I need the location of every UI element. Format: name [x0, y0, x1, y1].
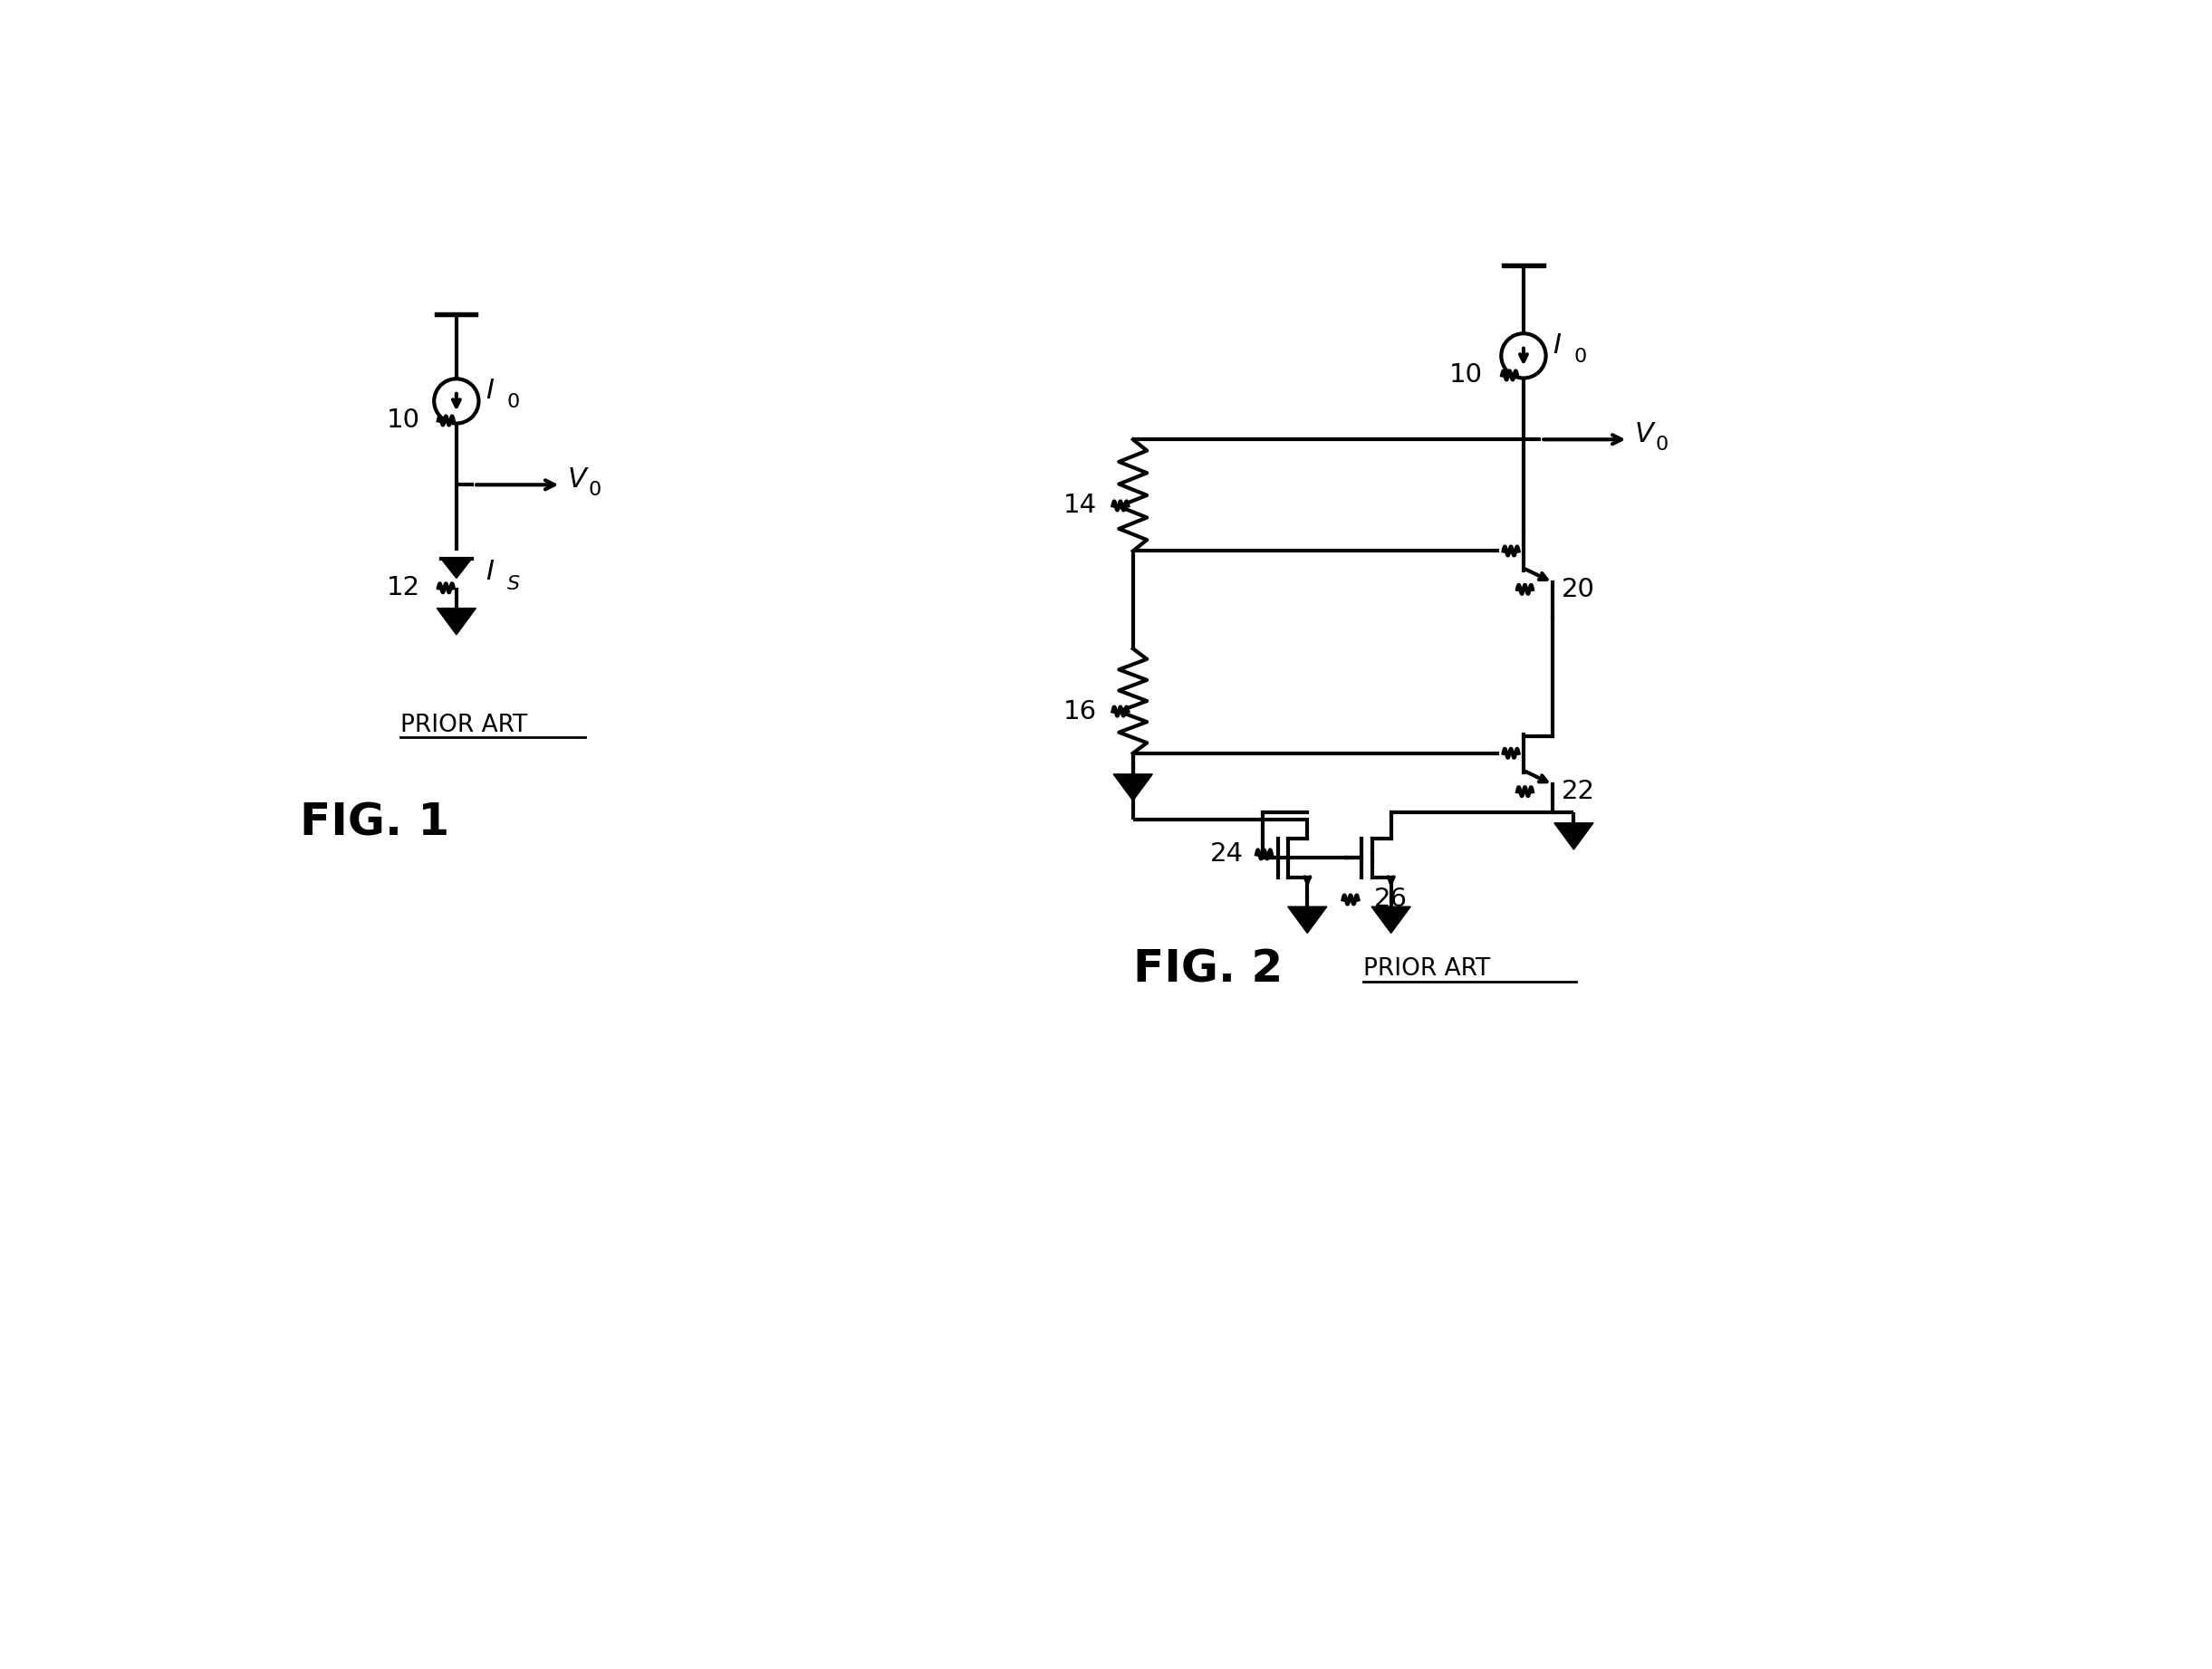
Text: $I$: $I$	[487, 377, 495, 404]
Polygon shape	[440, 559, 471, 577]
Text: $0$: $0$	[1655, 436, 1668, 454]
Polygon shape	[1371, 906, 1411, 933]
Text: $V$: $V$	[1635, 421, 1657, 447]
Text: $0$: $0$	[1573, 349, 1588, 366]
Text: PRIOR ART: PRIOR ART	[1363, 958, 1491, 981]
Text: 10: 10	[1449, 362, 1482, 387]
Text: PRIOR ART: PRIOR ART	[400, 714, 529, 738]
Polygon shape	[1555, 823, 1593, 850]
Polygon shape	[1113, 774, 1152, 801]
Text: FIG. 2: FIG. 2	[1133, 948, 1283, 991]
Text: $0$: $0$	[507, 394, 520, 412]
Text: 10: 10	[387, 407, 420, 434]
Text: $I$: $I$	[487, 559, 495, 586]
Polygon shape	[1287, 906, 1327, 933]
Polygon shape	[438, 608, 476, 634]
Text: FIG. 1: FIG. 1	[299, 801, 449, 845]
Text: 26: 26	[1374, 886, 1407, 913]
Text: $V$: $V$	[566, 466, 588, 492]
Text: 12: 12	[387, 576, 420, 601]
Text: 22: 22	[1562, 779, 1595, 804]
Text: $I$: $I$	[1553, 332, 1562, 359]
Text: $0$: $0$	[588, 481, 602, 499]
Text: 14: 14	[1064, 492, 1097, 519]
Text: 24: 24	[1210, 841, 1243, 866]
Text: 20: 20	[1562, 577, 1595, 603]
Text: $S$: $S$	[507, 574, 520, 592]
Text: 16: 16	[1064, 699, 1097, 724]
